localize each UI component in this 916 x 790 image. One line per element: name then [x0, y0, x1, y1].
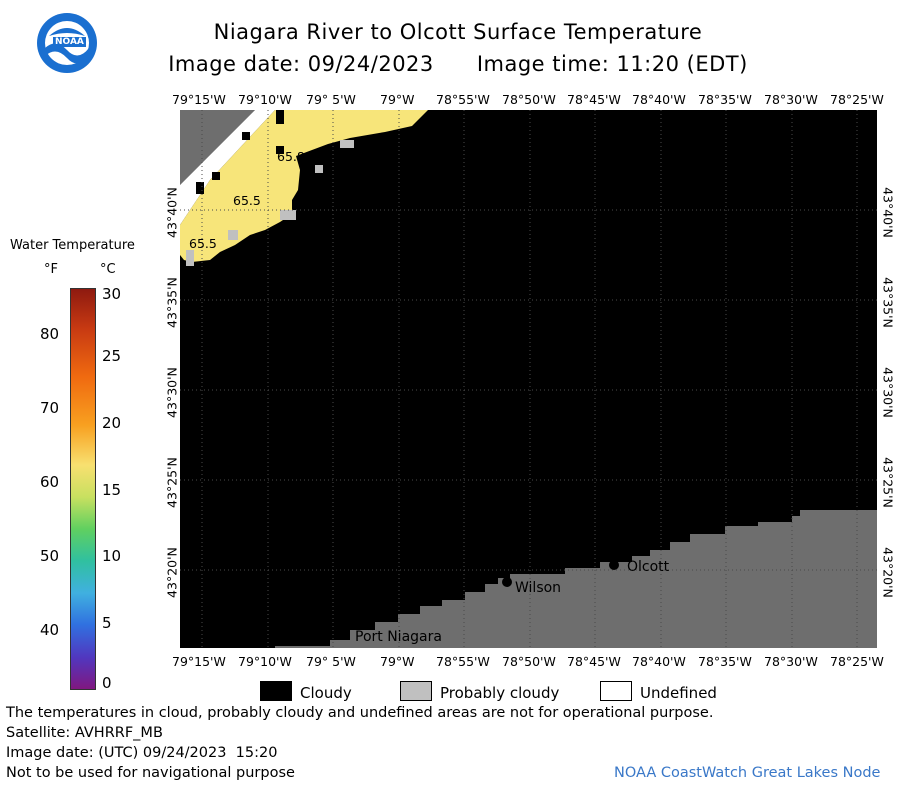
lon-tick-top: 79°10'W [238, 92, 292, 107]
noaa-credit-link[interactable]: NOAA CoastWatch Great Lakes Node [614, 765, 881, 781]
place-olcott: Olcott [627, 559, 670, 575]
lon-tick-bottom: 78°35'W [698, 654, 752, 669]
lon-tick-bottom: 78°55'W [436, 654, 490, 669]
cloud-pixel [242, 132, 250, 140]
probably-cloudy-spot [315, 165, 323, 173]
lon-tick-top: 78°45'W [567, 92, 621, 107]
temperature-map: 65.8 65.5 65.5 Olcott Wilson Port Niagar… [180, 110, 877, 648]
lat-tick-left: 43°25'N [164, 457, 180, 508]
legend-f-tick: 60 [40, 473, 60, 491]
temp-label: 65.5 [233, 193, 261, 208]
legend-c-tick: 15 [102, 481, 122, 499]
legend-c-tick: 25 [102, 347, 122, 365]
water-temp-region [180, 110, 428, 262]
lon-tick-top: 78°55'W [436, 92, 490, 107]
noaa-logo: NOAA [36, 12, 98, 74]
undefined-area [180, 110, 275, 225]
lat-tick-left: 43°35'N [164, 277, 180, 328]
legend-title: Water Temperature [10, 238, 135, 253]
legend-c-tick: 5 [102, 614, 112, 632]
lat-tick-left: 43°30'N [164, 367, 180, 418]
legend-f-tick: 40 [40, 621, 60, 639]
lon-tick-bottom: 79°W [380, 654, 415, 669]
lon-tick-bottom: 79°15'W [172, 654, 226, 669]
lon-tick-top: 78°40'W [632, 92, 686, 107]
lon-tick-bottom: 78°45'W [567, 654, 621, 669]
legend-f-tick: 80 [40, 325, 60, 343]
operational-note: The temperatures in cloud, probably clou… [6, 705, 714, 721]
lon-tick-top: 78°25'W [830, 92, 884, 107]
lat-tick-right: 43°30'N [880, 367, 896, 418]
lon-tick-top: 78°50'W [502, 92, 556, 107]
undefined-swatch [600, 681, 632, 701]
lon-tick-top: 79°15'W [172, 92, 226, 107]
lon-tick-bottom: 78°25'W [830, 654, 884, 669]
cloud-pixel [196, 182, 204, 194]
legend-c-tick: 0 [102, 674, 112, 692]
noaa-logo-text: NOAA [53, 37, 86, 47]
legend-c-tick: 10 [102, 547, 122, 565]
lon-tick-bottom: 78°30'W [764, 654, 818, 669]
undefined-label: Undefined [640, 684, 717, 702]
probably-cloudy-spot [280, 210, 296, 220]
legend-c-tick: 30 [102, 285, 122, 303]
cloud-pixel [276, 146, 284, 154]
lon-tick-bottom: 79°10'W [238, 654, 292, 669]
legend-unit-f: °F [44, 262, 58, 277]
lon-tick-top: 79° 5'W [306, 92, 356, 107]
probably-cloudy-swatch [400, 681, 432, 701]
probably-cloudy-spot [186, 250, 194, 266]
wilson-marker [502, 577, 512, 587]
lat-tick-right: 43°20'N [880, 547, 896, 598]
lat-tick-right: 43°25'N [880, 457, 896, 508]
legend-c-tick: 20 [102, 414, 122, 432]
page-title: Niagara River to Olcott Surface Temperat… [213, 20, 703, 44]
lon-tick-bottom: 78°40'W [632, 654, 686, 669]
cloud-pixel [212, 172, 220, 180]
image-date-line: Image date: 09/24/2023 Image time: 11:20… [168, 52, 748, 76]
legend-f-tick: 50 [40, 547, 60, 565]
cloud-pixel [276, 110, 284, 124]
satellite-info: Satellite: AVHRRF_MB [6, 725, 163, 741]
land-usa [275, 510, 877, 648]
lat-tick-right: 43°35'N [880, 277, 896, 328]
probably-cloudy-label: Probably cloudy [440, 684, 560, 702]
lat-tick-right: 43°40'N [880, 187, 896, 238]
legend-unit-c: °C [100, 262, 116, 277]
olcott-marker [609, 560, 619, 570]
probably-cloudy-spot [340, 140, 354, 148]
graticule [180, 110, 877, 648]
temp-label: 65.5 [189, 236, 217, 251]
lon-tick-bottom: 79° 5'W [306, 654, 356, 669]
legend-color-bar [70, 288, 96, 690]
cloudy-swatch [260, 681, 292, 701]
lon-tick-top: 78°35'W [698, 92, 752, 107]
utc-date: Image date: (UTC) 09/24/2023 15:20 [6, 745, 278, 761]
lat-tick-left: 43°20'N [164, 547, 180, 598]
place-wilson: Wilson [515, 580, 562, 596]
lon-tick-top: 79°W [380, 92, 415, 107]
cloudy-label: Cloudy [300, 684, 352, 702]
legend-f-tick: 70 [40, 399, 60, 417]
lon-tick-top: 78°30'W [764, 92, 818, 107]
map-canvas [180, 110, 877, 648]
navigation-warning: Not to be used for navigational purpose [6, 765, 295, 781]
probably-cloudy-spot [228, 230, 238, 240]
place-port-niagara: Port Niagara [355, 629, 442, 645]
temp-label: 65.8 [277, 149, 305, 164]
lon-tick-bottom: 78°50'W [502, 654, 556, 669]
lat-tick-left: 43°40'N [164, 187, 180, 238]
